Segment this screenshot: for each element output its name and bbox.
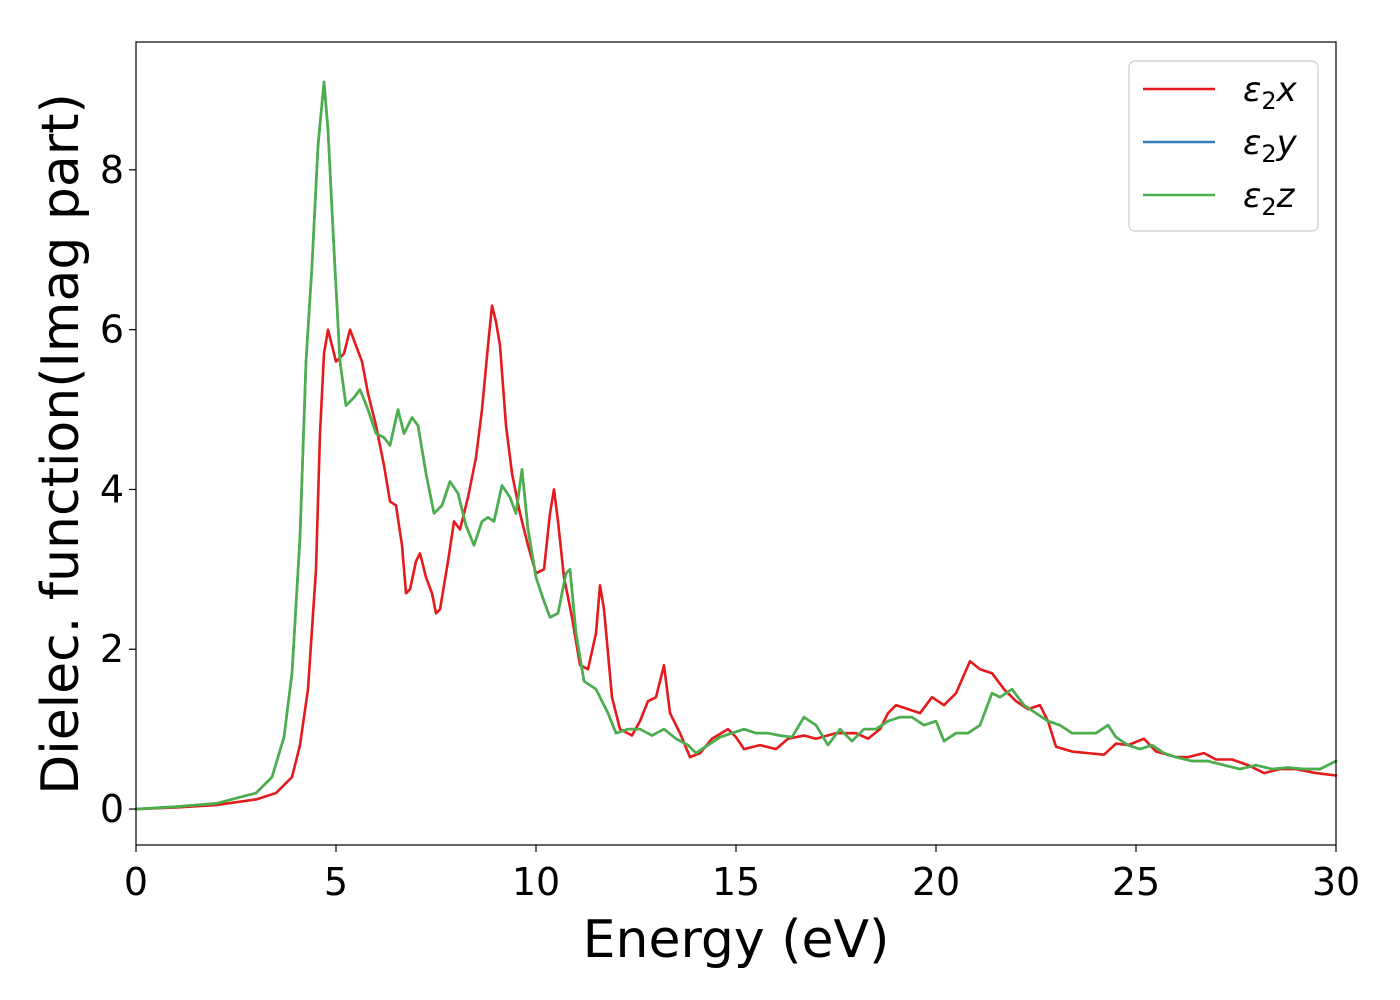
y-tick-label: 2 xyxy=(100,627,124,671)
x-tick-label: 5 xyxy=(324,860,348,904)
y-axis-title: Dielec. function(Imag part) xyxy=(31,93,91,795)
x-tick-label: 15 xyxy=(712,860,760,904)
series-layer xyxy=(134,80,1338,811)
legend-box xyxy=(1128,60,1319,232)
x-tick-label: 30 xyxy=(1312,860,1360,904)
x-tick-label: 20 xyxy=(912,860,960,904)
y-tick-label: 6 xyxy=(100,308,124,352)
series-line-x xyxy=(134,304,1338,811)
y-tick-label: 8 xyxy=(100,148,124,192)
x-axis-ticks: 0 5 10 15 20 25 30 xyxy=(124,845,1360,904)
y-axis-ticks: 0 2 4 6 8 xyxy=(100,148,136,831)
y-tick-label: 4 xyxy=(100,467,124,511)
x-tick-label: 25 xyxy=(1112,860,1160,904)
legend-label-z: ε2z xyxy=(1243,176,1296,221)
legend: ε2x ε2y ε2z xyxy=(1128,60,1319,232)
x-tick-label: 0 xyxy=(124,860,148,904)
x-axis-title: Energy (eV) xyxy=(583,910,890,970)
x-tick-label: 10 xyxy=(512,860,560,904)
series-line-z xyxy=(134,80,1338,811)
legend-label-x: ε2x xyxy=(1243,70,1298,115)
legend-label-y: ε2y xyxy=(1243,123,1298,168)
y-tick-label: 0 xyxy=(100,787,124,831)
